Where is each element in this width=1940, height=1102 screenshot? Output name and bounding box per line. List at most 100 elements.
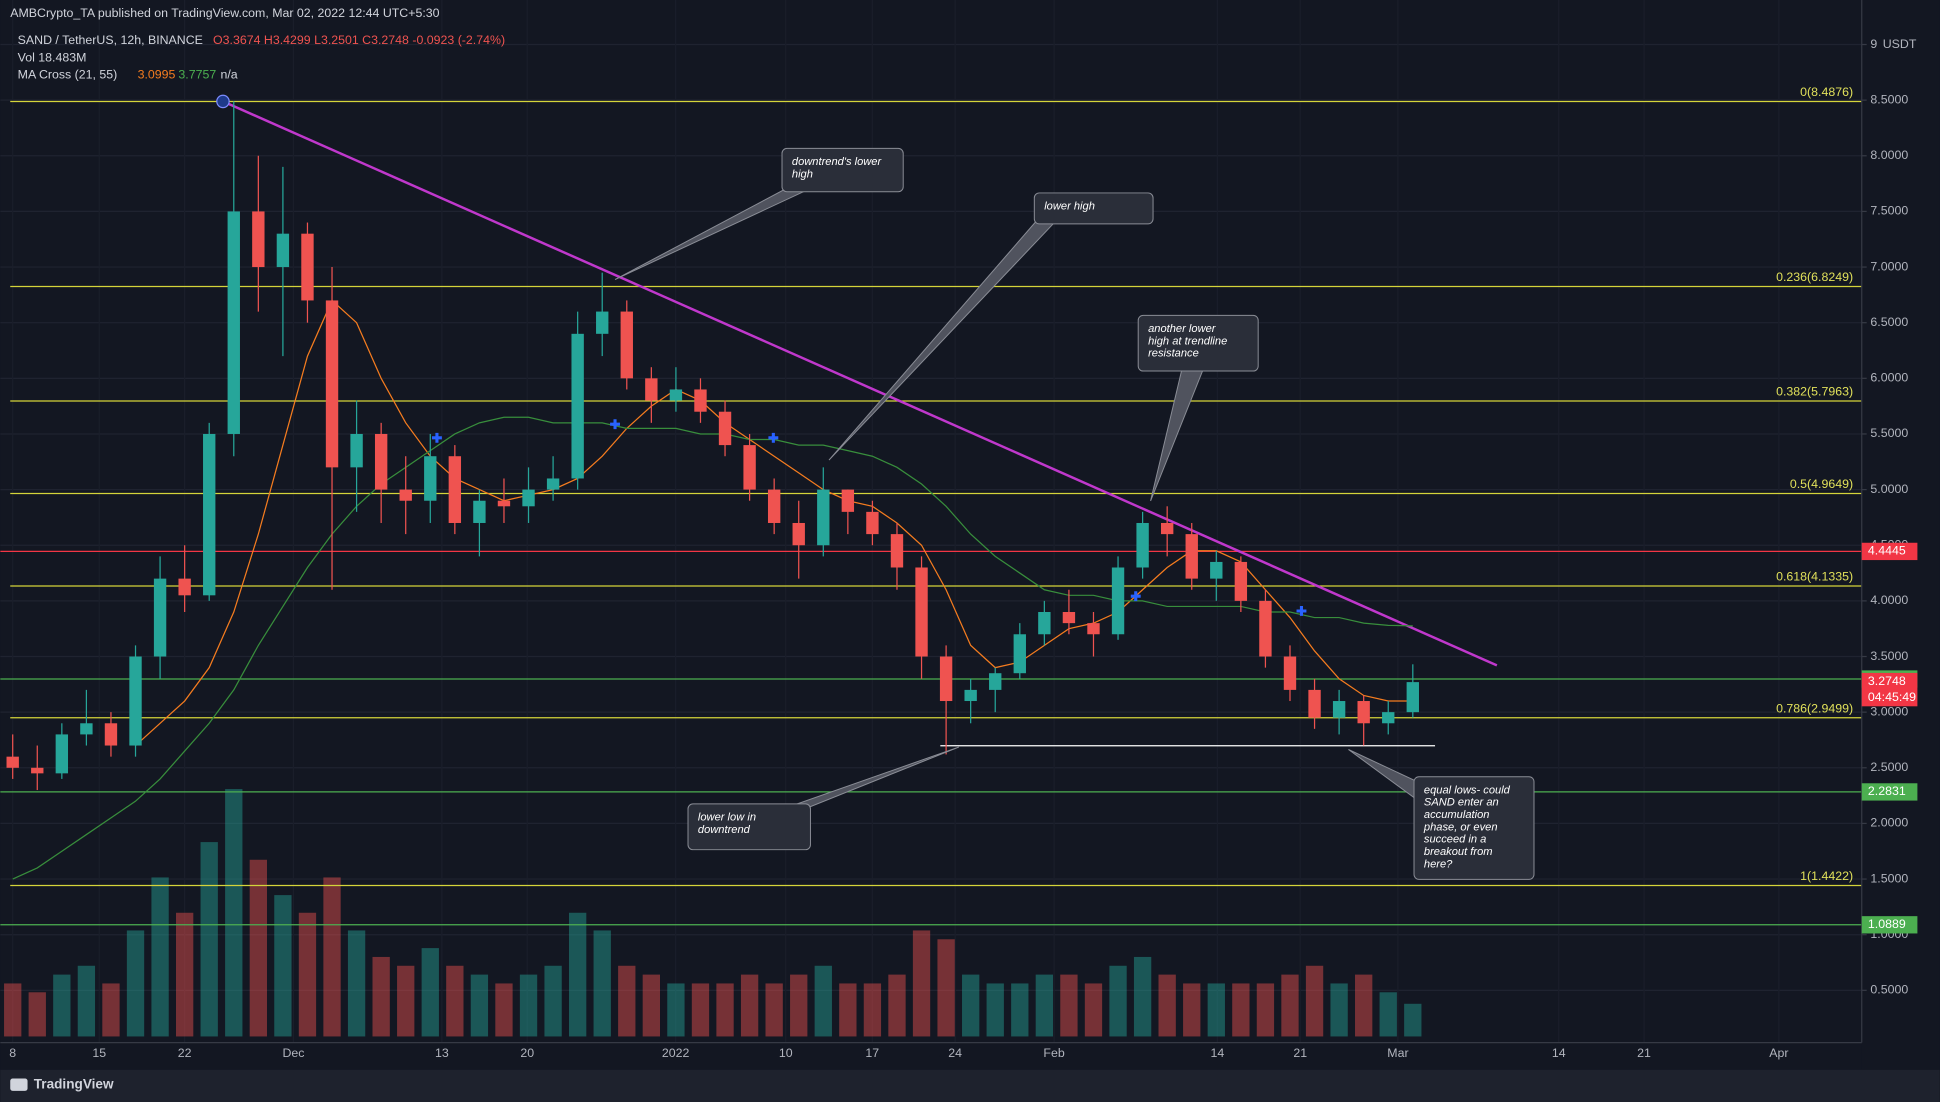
volume-bar: [1379, 992, 1397, 1037]
candle-body: [1382, 712, 1395, 724]
volume-bar: [1035, 974, 1054, 1037]
level-box: [1861, 542, 1918, 561]
volume-bar: [569, 912, 587, 1037]
x-tick-label: 21: [1637, 1046, 1651, 1060]
fib-label: 0.786(2.9499): [1776, 701, 1853, 715]
volume-bar: [1133, 956, 1152, 1037]
candle-body: [399, 489, 412, 501]
candle-body: [1136, 522, 1149, 568]
volume-bar: [200, 842, 218, 1037]
candle-body: [743, 445, 756, 490]
volume-bar: [618, 965, 636, 1037]
volume-bar: [126, 930, 145, 1037]
volume-legend: Vol 18.483M: [18, 50, 87, 64]
volume-bar: [1011, 983, 1029, 1037]
y-tick-label: 8.0000: [1870, 148, 1908, 162]
candle-body: [767, 489, 781, 523]
candle-body: [841, 489, 855, 512]
candle-body: [448, 456, 462, 523]
candle-body: [522, 489, 535, 507]
volume-bar: [421, 948, 439, 1037]
level-box: [1861, 783, 1918, 801]
candle-body: [1160, 522, 1174, 535]
x-tick-label: 14: [1552, 1046, 1566, 1060]
candle-body: [1308, 689, 1321, 718]
footer-logo: [10, 1078, 28, 1091]
callout-box: [1033, 192, 1154, 225]
volume-bar: [790, 974, 808, 1037]
volume-bar: [839, 983, 857, 1037]
volume-bar: [1158, 974, 1176, 1037]
ohlc: O3.3674 H3.4299 L3.2501 C3.2748 -0.0923 …: [213, 33, 505, 47]
candle-body: [964, 689, 977, 702]
callout-text: downtrend's lower: [792, 156, 883, 168]
volume-bar: [1305, 965, 1324, 1037]
volume-bar: [716, 983, 734, 1037]
candle-body: [55, 734, 69, 774]
fib-label: 1(1.4422): [1800, 869, 1853, 883]
y-tick-label: 6.5000: [1870, 315, 1908, 329]
x-tick-label: 14: [1210, 1046, 1224, 1060]
volume-bar: [151, 877, 169, 1037]
time-axis: 8 15 22 Dec 13 20 2022 10 17 24 Feb 14 21 Mar 14 21 Apr: [9, 1046, 1788, 1060]
candle-body: [1185, 534, 1198, 579]
y-tick-label: 5.0000: [1870, 482, 1908, 496]
y-tick-label: 1.5000: [1870, 871, 1908, 885]
volume-bar: [814, 965, 832, 1037]
volume-bar: [912, 930, 931, 1037]
candle-body: [203, 433, 216, 596]
callout-box: [1137, 314, 1259, 372]
x-tick-label: 21: [1293, 1046, 1307, 1060]
volume-bar: [962, 974, 980, 1037]
x-tick-label: 20: [520, 1046, 534, 1060]
candle-body: [424, 456, 437, 501]
cross-marker: [431, 419, 1307, 616]
candle-body: [1038, 612, 1051, 635]
volume-bar: [593, 930, 611, 1037]
candle-body: [866, 511, 879, 535]
volume-bar: [986, 983, 1004, 1037]
callout-text: breakout from: [1424, 846, 1493, 858]
volume-bar: [1355, 974, 1373, 1037]
candle-body: [1283, 656, 1297, 690]
callout-text: lower high: [1044, 200, 1095, 212]
volume-bar: [446, 965, 464, 1037]
y-tick-label: 5.5000: [1870, 426, 1908, 440]
candle-body: [252, 211, 265, 268]
candle-body: [792, 522, 805, 546]
volume-bar: [642, 974, 661, 1037]
candle-body: [571, 333, 584, 479]
callout-box: [687, 803, 811, 851]
volume-bar: [544, 965, 562, 1037]
ma-fast-value: 3.0995: [138, 68, 176, 82]
price-axis-bg: [1861, 0, 1940, 1070]
callout-text: downtrend: [698, 824, 751, 836]
volume-bar: [28, 992, 46, 1037]
ma-legend: MA Cross (21, 55): [18, 68, 118, 82]
volume-bar: [347, 930, 366, 1037]
volume-bar: [1207, 983, 1225, 1037]
volume-bar: [937, 939, 955, 1037]
x-tick-label: Mar: [1387, 1046, 1408, 1060]
volume-bar: [102, 983, 120, 1037]
x-tick-label: 8: [9, 1046, 16, 1060]
candle-body: [596, 311, 609, 334]
grid: [0, 43, 1862, 991]
y-tick-label: 2.0000: [1870, 816, 1908, 830]
candle-body: [227, 211, 240, 434]
candle-body: [473, 500, 486, 523]
trendline: [222, 100, 1498, 667]
x-tick-label: 15: [92, 1046, 106, 1060]
volume-bar: [740, 974, 759, 1037]
candle-body: [1111, 567, 1125, 635]
callout-text: accumulation: [1424, 809, 1490, 821]
candle-body: [939, 656, 953, 702]
y-tick-label: 7.5000: [1870, 204, 1908, 218]
volume-bar: [667, 983, 685, 1037]
fib-label: 0(8.4876): [1800, 85, 1853, 99]
volume-bar: [691, 983, 710, 1037]
footer-bar: [0, 1069, 1940, 1102]
candle-body: [1357, 701, 1370, 724]
candle-body: [1406, 682, 1419, 713]
